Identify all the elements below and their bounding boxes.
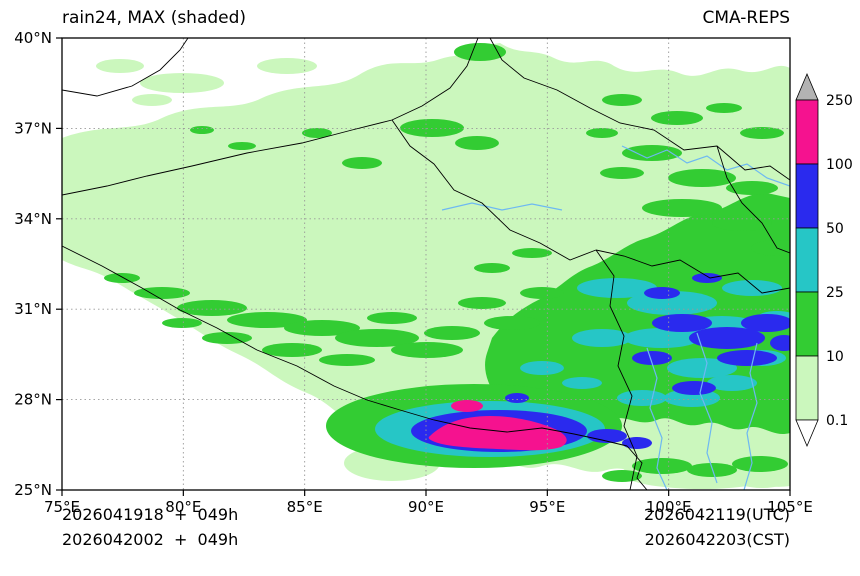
precip-layer-100-250	[428, 400, 567, 451]
colorbar-segment-4	[795, 355, 819, 421]
model-name-label: CMA-REPS	[702, 8, 790, 28]
river-line	[743, 342, 758, 490]
rivers-layer	[441, 145, 790, 490]
colorbar-segment-2	[795, 227, 819, 293]
colorbar-segment-0	[795, 99, 819, 165]
colorbar-label: 250	[826, 93, 853, 109]
boundary-line	[62, 38, 189, 97]
colorbar: 250 100 50 25 10 0.1	[795, 72, 853, 448]
plot-title: rain24, MAX (shaded)	[62, 8, 247, 28]
x-tick-label: 85°E	[287, 498, 323, 516]
y-tick-label: 25°N	[14, 481, 52, 499]
boundary-line	[716, 145, 790, 254]
y-tick-label: 34°N	[14, 210, 52, 228]
boundary-line	[62, 38, 479, 196]
boundary-line	[62, 245, 628, 447]
axis-ticks: 75°E 80°E 85°E 90°E 95°E 100°E 105°E 40°N 37°N 34…	[14, 29, 813, 516]
valid-time-utc: 2026042119(UTC)	[644, 505, 790, 524]
colorbar-label: 50	[826, 221, 844, 237]
valid-time-cst: 2026042203(CST)	[644, 530, 790, 549]
x-tick-label: 100°E	[646, 498, 692, 516]
boundary-line	[489, 38, 790, 181]
x-tick-label: 105°E	[767, 498, 813, 516]
y-tick-label: 37°N	[14, 119, 52, 137]
colorbar-label: 10	[826, 349, 844, 365]
colorbar-label: 25	[826, 285, 844, 301]
river-line	[696, 332, 718, 484]
colorbar-segment-3	[795, 291, 819, 357]
x-tick-label: 90°E	[408, 498, 444, 516]
colorbar-label: 100	[826, 157, 853, 173]
y-tick-label: 31°N	[14, 300, 52, 318]
boundary-line	[595, 249, 638, 490]
map-plot-area: 75°E 80°E 85°E 90°E 95°E 100°E 105°E 40°N 37°N 34…	[14, 29, 813, 516]
init-time-line-1: 2026041918 + 049h	[62, 505, 239, 524]
boundary-line	[391, 119, 597, 261]
y-tick-label: 40°N	[14, 29, 52, 47]
river-line	[646, 347, 668, 490]
x-tick-label: 80°E	[165, 498, 201, 516]
init-time-line-2: 2026042002 + 049h	[62, 530, 239, 549]
colorbar-segment-1	[795, 163, 819, 229]
colorbar-under-arrow	[795, 419, 819, 448]
river-line	[441, 202, 563, 211]
x-tick-label: 75°E	[44, 498, 80, 516]
colorbar-over-arrow	[795, 72, 819, 101]
boundary-line	[595, 249, 790, 294]
graticule	[62, 38, 790, 490]
x-tick-label: 95°E	[529, 498, 565, 516]
colorbar-label: 0.1	[826, 413, 848, 429]
boundaries-layer	[62, 38, 790, 490]
y-tick-label: 28°N	[14, 391, 52, 409]
river-line	[621, 145, 790, 187]
boundary-line	[626, 445, 648, 490]
